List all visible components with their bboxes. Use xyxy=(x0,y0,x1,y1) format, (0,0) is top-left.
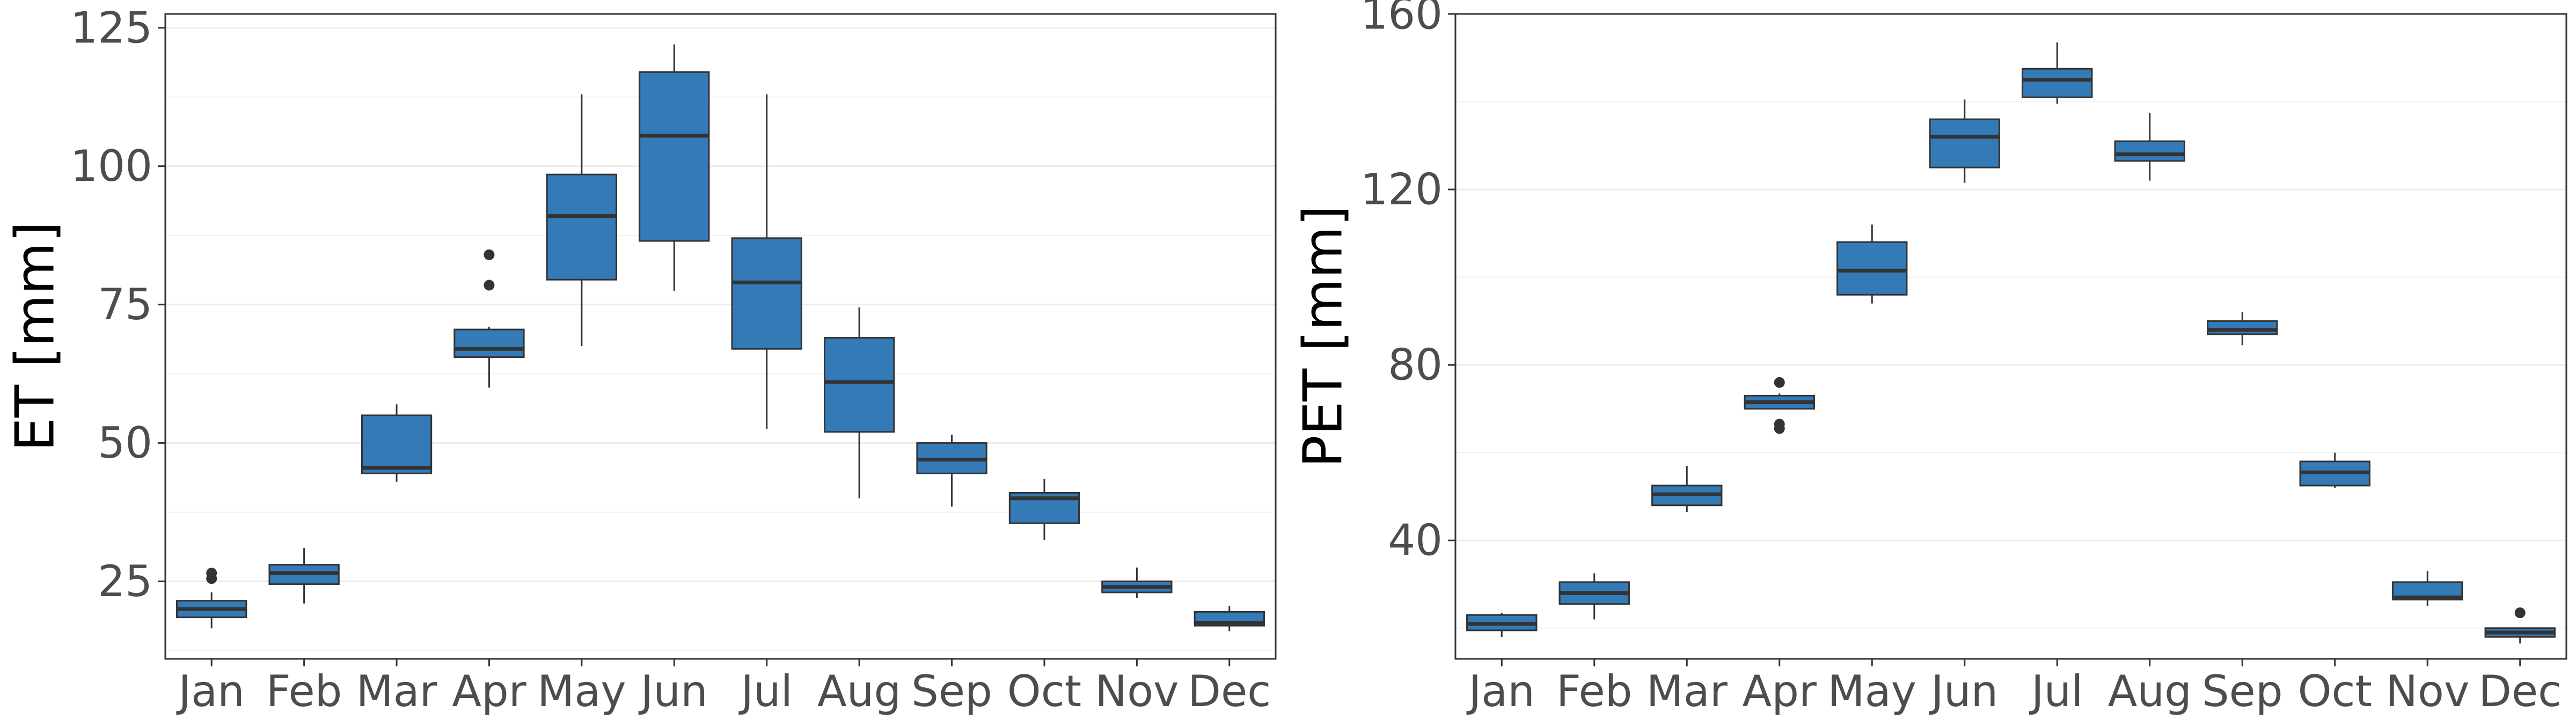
box-body xyxy=(823,337,895,433)
x-tick-label: Nov xyxy=(1095,666,1179,716)
box-may xyxy=(1836,224,1908,304)
box-body xyxy=(731,237,802,350)
x-tick-label: Sep xyxy=(2202,666,2283,716)
x-tick-label: Dec xyxy=(1188,666,1271,716)
x-tick-label: Feb xyxy=(1556,666,1633,716)
box-body xyxy=(2114,140,2185,162)
outlier-point xyxy=(1774,418,1785,430)
box-jun xyxy=(1929,99,2000,183)
y-tick-label: 75 xyxy=(98,280,152,329)
x-tick-label: Dec xyxy=(2478,666,2562,716)
box-aug xyxy=(823,307,895,498)
box-body xyxy=(1929,118,2000,168)
box-body xyxy=(1836,241,1908,296)
box-jan xyxy=(1466,613,1538,637)
y-tick-label: 100 xyxy=(70,141,152,191)
box-nov xyxy=(2392,571,2463,606)
box-jul xyxy=(731,94,802,429)
box-dec xyxy=(1194,606,1265,631)
box-jul xyxy=(2022,42,2093,104)
et-panel: 25 50 75 100 125 Jan Feb Mar Apr May Jun Jul Aug Sep O… xyxy=(4,3,1277,716)
x-tick-label: Mar xyxy=(1646,666,1728,716)
box-jun xyxy=(639,44,710,291)
y-tick-label: 50 xyxy=(98,418,152,468)
panel-border xyxy=(164,13,1277,660)
x-tick-label: May xyxy=(1828,666,1916,716)
x-tick-label: Sep xyxy=(911,666,992,716)
y-tick-label: 120 xyxy=(1360,165,1443,215)
box-body xyxy=(453,328,525,358)
y-tick-label: 80 xyxy=(1388,340,1443,390)
panel-border xyxy=(1454,13,2567,660)
x-tick-label: Apr xyxy=(1743,666,1817,716)
x-tick-label: Jun xyxy=(638,666,708,716)
x-tick-label: Aug xyxy=(2108,666,2192,716)
box-oct xyxy=(1008,479,1080,540)
outlier-point xyxy=(1774,377,1785,388)
x-tick-label: Jul xyxy=(2029,666,2083,716)
outlier-point xyxy=(2514,607,2526,619)
outlier-point xyxy=(484,280,495,291)
x-tick-label: Oct xyxy=(2298,666,2372,716)
x-tick-label: Apr xyxy=(452,666,526,716)
x-tick-label: Oct xyxy=(1007,666,1081,716)
y-tick-label: 160 xyxy=(1360,0,1443,39)
box-feb xyxy=(268,548,340,604)
x-tick-label: Jun xyxy=(1928,666,1998,716)
x-tick-label: Mar xyxy=(356,666,437,716)
panel-background xyxy=(165,14,1276,659)
box-mar xyxy=(361,404,433,482)
box-sep xyxy=(2207,312,2278,346)
outlier-point xyxy=(206,568,217,579)
pet-panel: 40 80 120 160 Jan Feb Mar Apr May Jun Jul Aug Sep Oct… xyxy=(1292,0,2567,716)
box-mar xyxy=(1651,466,1723,512)
y-tick-label: 40 xyxy=(1388,516,1443,566)
box-oct xyxy=(2299,452,2370,488)
x-tick-label: May xyxy=(537,666,626,716)
x-tick-label: Jan xyxy=(176,666,245,716)
box-sep xyxy=(916,435,987,507)
y-tick-label: 125 xyxy=(70,3,152,53)
x-tick-label: Aug xyxy=(817,666,901,716)
x-tick-label: Jan xyxy=(1466,666,1535,716)
y-tick-label: 25 xyxy=(98,556,152,606)
y-axis-title: PET [mm] xyxy=(1292,205,1355,467)
x-tick-label: Feb xyxy=(266,666,342,716)
box-body xyxy=(639,71,710,242)
y-axis-title: ET [mm] xyxy=(4,222,67,452)
box-body xyxy=(361,414,433,474)
box-aug xyxy=(2114,112,2185,181)
box-apr xyxy=(453,249,525,388)
box-body xyxy=(2207,320,2278,335)
box-may xyxy=(546,94,618,347)
box-body xyxy=(2022,68,2093,98)
box-jan xyxy=(176,568,247,629)
x-tick-label: Jul xyxy=(738,666,793,716)
x-tick-label: Nov xyxy=(2385,666,2469,716)
box-nov xyxy=(1101,567,1173,598)
outlier-point xyxy=(484,249,495,260)
box-apr xyxy=(1744,377,1815,434)
panel-background xyxy=(1455,14,2566,659)
box-body xyxy=(546,173,618,281)
box-dec xyxy=(2484,607,2556,644)
box-feb xyxy=(1558,573,1630,620)
